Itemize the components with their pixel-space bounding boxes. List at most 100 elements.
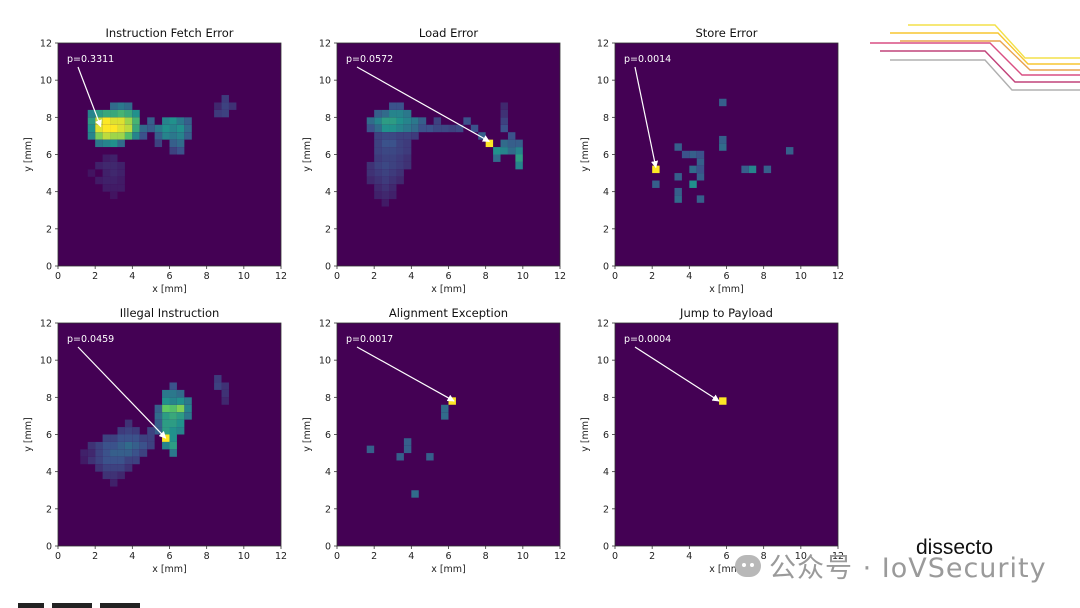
heatmap-cell <box>102 434 111 442</box>
y-tick-label: 6 <box>46 430 52 441</box>
heatmap-cell <box>95 464 103 472</box>
heatmap-cell <box>396 132 404 140</box>
heatmap-cell <box>162 427 170 435</box>
heatmap-cell <box>110 176 118 185</box>
y-tick-label: 4 <box>603 467 609 478</box>
heatmap-cell <box>374 109 382 118</box>
heatmap-cell <box>507 139 516 148</box>
x-tick-label: 4 <box>408 271 414 282</box>
y-tick-label: 6 <box>325 430 331 441</box>
heatmap-cell <box>403 438 412 446</box>
x-tick-label: 8 <box>761 551 767 562</box>
heatmap-cell <box>396 117 404 125</box>
x-tick-label: 10 <box>517 551 529 562</box>
heatmap-cell <box>162 132 170 140</box>
y-tick-label: 12 <box>597 39 609 50</box>
y-tick-label: 4 <box>603 187 609 198</box>
x-tick-label: 4 <box>686 551 692 562</box>
y-tick-label: 12 <box>319 319 331 330</box>
annotation-arrow <box>634 346 720 402</box>
heatmap-cell <box>117 132 125 140</box>
heatmap-cell <box>381 132 390 140</box>
heatmap-cell <box>184 404 192 413</box>
heatmap-cell <box>102 464 111 472</box>
y-axis-label: y [mm] <box>23 417 34 452</box>
heatmap-cell <box>176 412 185 420</box>
y-axis-label: y [mm] <box>302 137 313 172</box>
heatmap-cell <box>110 161 118 170</box>
heatmap-cell <box>87 441 96 450</box>
heatmap-cell <box>741 165 749 174</box>
x-axis-label: x [mm] <box>431 284 466 295</box>
chart-title: Alignment Exception <box>389 306 508 320</box>
y-axis-label: y [mm] <box>302 417 313 452</box>
heatmap-cell <box>87 169 96 177</box>
y-tick-label: 2 <box>325 224 331 235</box>
y-tick-label: 8 <box>46 113 52 124</box>
x-tick-label: 0 <box>612 271 618 282</box>
y-axis-label: y [mm] <box>23 137 34 172</box>
heatmap-cell <box>184 117 192 125</box>
heatmap-cell <box>184 397 192 405</box>
heatmap-cell <box>110 464 118 472</box>
heatmap-cell <box>176 389 185 398</box>
heatmap-cell <box>132 427 140 435</box>
x-tick-label: 6 <box>723 271 729 282</box>
heatmap-cell <box>381 199 390 207</box>
heatmap-cell <box>154 132 163 140</box>
heatmap-cell <box>176 132 185 140</box>
heatmap-cell <box>500 124 508 133</box>
heatmap-cell <box>132 124 140 133</box>
heatmap-cell <box>381 117 390 125</box>
y-tick-label: 10 <box>597 356 609 367</box>
heatmap-cell <box>719 98 727 107</box>
x-tick-label: 0 <box>55 551 61 562</box>
x-tick-label: 0 <box>55 271 61 282</box>
x-tick-label: 2 <box>371 551 377 562</box>
heatmap-cell <box>403 124 412 133</box>
heatmap-cell <box>102 176 111 185</box>
heatmap-cell <box>87 124 96 133</box>
heatmap-cell <box>102 456 111 465</box>
heatmap-cell <box>396 124 404 133</box>
heatmap-cell <box>154 124 163 133</box>
x-axis-label: x [mm] <box>709 284 744 295</box>
heatmap-cell <box>719 135 727 144</box>
plot-area <box>337 323 560 546</box>
heatmap-cell <box>162 117 170 125</box>
heatmap-cell <box>117 441 125 450</box>
heatmap-cell <box>117 464 125 472</box>
heatmap-cell <box>470 124 479 133</box>
heatmap-cell <box>147 427 155 435</box>
heatmap-cell <box>132 441 140 450</box>
heatmap-cell <box>389 117 397 125</box>
heatmap-cell <box>381 169 390 177</box>
heatmap-cell <box>110 441 118 450</box>
heatmap-cell <box>396 453 404 461</box>
heatmap-cell <box>169 124 177 133</box>
heatmap-cell <box>411 117 419 125</box>
heatmap-cell <box>441 412 449 420</box>
heatmap-cell <box>117 434 125 442</box>
heatmap-cell <box>110 471 118 480</box>
heatmap-cell <box>366 117 375 125</box>
heatmap-cell <box>366 169 375 177</box>
heatmap-cell <box>124 449 133 457</box>
x-tick-label: 2 <box>649 551 655 562</box>
decorative-stripe <box>900 40 1080 71</box>
y-tick-label: 6 <box>46 150 52 161</box>
heatmap-cell <box>110 154 118 162</box>
heatmap-cell <box>110 132 118 140</box>
plot-area <box>615 43 838 266</box>
y-tick-label: 4 <box>46 187 52 198</box>
heatmap-cell <box>169 397 177 405</box>
heatmap-cell <box>169 139 177 148</box>
heatmap-cell <box>102 161 111 170</box>
heatmap-panel: 00 2 2 4 4 6 6 8 8 10 10 12 12 Illegal Instruction x [… <box>23 306 287 575</box>
heatmap-cell <box>381 139 390 148</box>
x-tick-label: 12 <box>554 271 566 282</box>
heatmap-cell <box>80 456 88 465</box>
x-axis-label: x [mm] <box>152 284 187 295</box>
heatmap-cell <box>463 117 471 125</box>
